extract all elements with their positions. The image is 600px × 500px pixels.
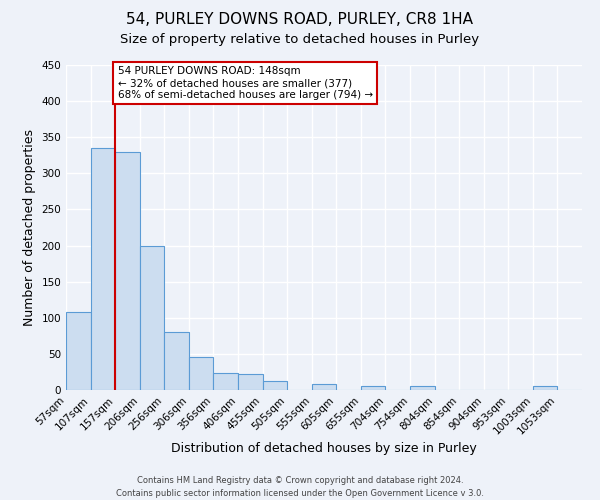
Bar <box>361 386 385 390</box>
Text: Size of property relative to detached houses in Purley: Size of property relative to detached ho… <box>121 32 479 46</box>
X-axis label: Distribution of detached houses by size in Purley: Distribution of detached houses by size … <box>171 442 477 455</box>
Bar <box>263 382 287 390</box>
Text: Contains HM Land Registry data © Crown copyright and database right 2024.
Contai: Contains HM Land Registry data © Crown c… <box>116 476 484 498</box>
Text: 54, PURLEY DOWNS ROAD, PURLEY, CR8 1HA: 54, PURLEY DOWNS ROAD, PURLEY, CR8 1HA <box>127 12 473 28</box>
Bar <box>140 246 164 390</box>
Bar <box>66 312 91 390</box>
Bar <box>214 372 238 390</box>
Bar <box>91 148 115 390</box>
Bar <box>312 384 336 390</box>
Bar <box>410 386 434 390</box>
Bar <box>533 386 557 390</box>
Y-axis label: Number of detached properties: Number of detached properties <box>23 129 36 326</box>
Bar <box>238 374 263 390</box>
Text: 54 PURLEY DOWNS ROAD: 148sqm
← 32% of detached houses are smaller (377)
68% of s: 54 PURLEY DOWNS ROAD: 148sqm ← 32% of de… <box>118 66 373 100</box>
Bar <box>164 332 189 390</box>
Bar <box>189 357 214 390</box>
Bar <box>115 152 140 390</box>
